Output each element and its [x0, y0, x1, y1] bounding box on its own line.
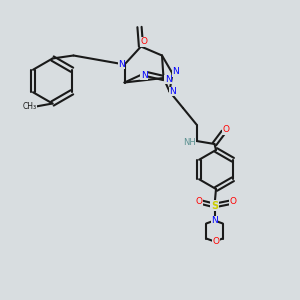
Text: O: O: [229, 196, 236, 206]
Text: N: N: [118, 60, 125, 69]
Text: O: O: [140, 38, 148, 46]
Text: CH₃: CH₃: [23, 102, 37, 111]
Text: O: O: [222, 125, 230, 134]
Text: N: N: [211, 216, 218, 225]
Text: NH: NH: [183, 138, 195, 147]
Text: S: S: [211, 200, 218, 211]
Text: O: O: [212, 237, 220, 246]
Text: N: N: [172, 68, 179, 76]
Text: O: O: [196, 196, 203, 206]
Text: N: N: [165, 75, 171, 84]
Text: N: N: [141, 70, 147, 80]
Text: N: N: [169, 87, 176, 96]
